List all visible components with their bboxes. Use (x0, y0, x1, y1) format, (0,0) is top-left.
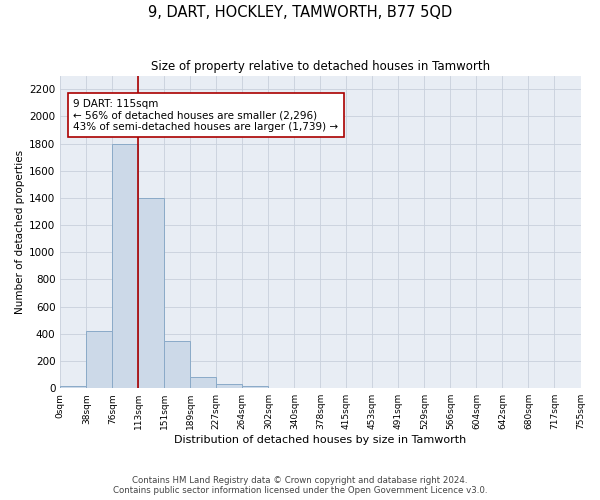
Bar (60, 386, 86, 388)
Text: 9, DART, HOCKLEY, TAMWORTH, B77 5QD: 9, DART, HOCKLEY, TAMWORTH, B77 5QD (148, 5, 452, 20)
Bar (190, 378, 217, 388)
Title: Size of property relative to detached houses in Tamworth: Size of property relative to detached ho… (151, 60, 490, 73)
Text: Contains HM Land Registry data © Crown copyright and database right 2024.
Contai: Contains HM Land Registry data © Crown c… (113, 476, 487, 495)
Bar (112, 144, 139, 388)
Text: 9 DART: 115sqm
← 56% of detached houses are smaller (2,296)
43% of semi-detached: 9 DART: 115sqm ← 56% of detached houses … (73, 98, 338, 132)
Bar (217, 384, 242, 388)
X-axis label: Distribution of detached houses by size in Tamworth: Distribution of detached houses by size … (174, 435, 467, 445)
Y-axis label: Number of detached properties: Number of detached properties (15, 150, 25, 314)
Bar (86, 331, 112, 388)
Bar (242, 386, 268, 388)
Bar (164, 340, 190, 388)
Bar (139, 198, 164, 388)
